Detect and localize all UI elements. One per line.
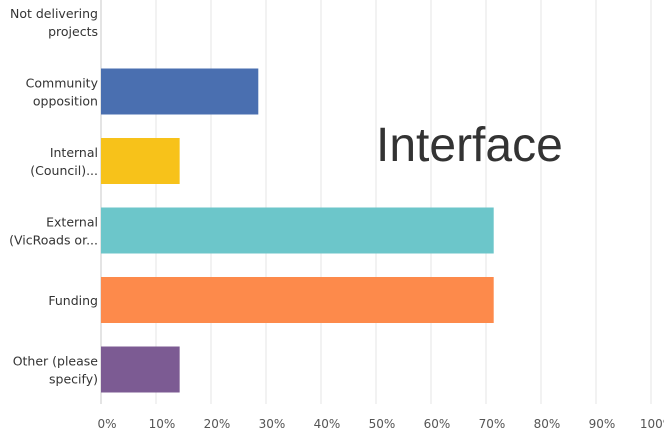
gridlines xyxy=(100,0,652,404)
category-label: (VicRoads or... xyxy=(9,233,98,248)
overlay-title: Interface xyxy=(376,119,563,172)
x-tick-label: 50% xyxy=(369,417,396,431)
x-tick-label: 20% xyxy=(204,417,231,431)
category-label: External xyxy=(46,215,98,230)
x-tick-label: 40% xyxy=(314,417,341,431)
category-label: opposition xyxy=(33,94,98,109)
category-label: Not delivering xyxy=(10,6,98,21)
bar xyxy=(101,346,180,393)
x-tick-label: 30% xyxy=(259,417,286,431)
x-tick-label: 80% xyxy=(534,417,561,431)
x-tick-label: 60% xyxy=(424,417,451,431)
category-label: Community xyxy=(26,76,99,91)
category-label: (Council)... xyxy=(30,163,98,178)
category-label: Internal xyxy=(50,145,98,160)
bar xyxy=(101,277,494,323)
category-label: Funding xyxy=(48,293,98,308)
category-label: projects xyxy=(48,24,98,39)
x-tick-label: 10% xyxy=(149,417,176,431)
bars xyxy=(101,68,494,393)
x-axis-ticks: 0% 10% 20% 30% 40% 50% 60% 70% 80% 90% 100% xyxy=(97,417,664,431)
category-labels: Not delivering projects Community oppositio… xyxy=(9,6,99,387)
bar xyxy=(101,138,180,184)
bar xyxy=(101,207,494,254)
x-tick-label: 100% xyxy=(640,417,664,431)
category-label: specify) xyxy=(49,372,98,387)
bar xyxy=(101,68,259,115)
x-tick-label: 70% xyxy=(479,417,506,431)
x-tick-label: 90% xyxy=(589,417,616,431)
category-label: Other (please xyxy=(13,354,99,369)
x-tick-label: 0% xyxy=(97,417,116,431)
